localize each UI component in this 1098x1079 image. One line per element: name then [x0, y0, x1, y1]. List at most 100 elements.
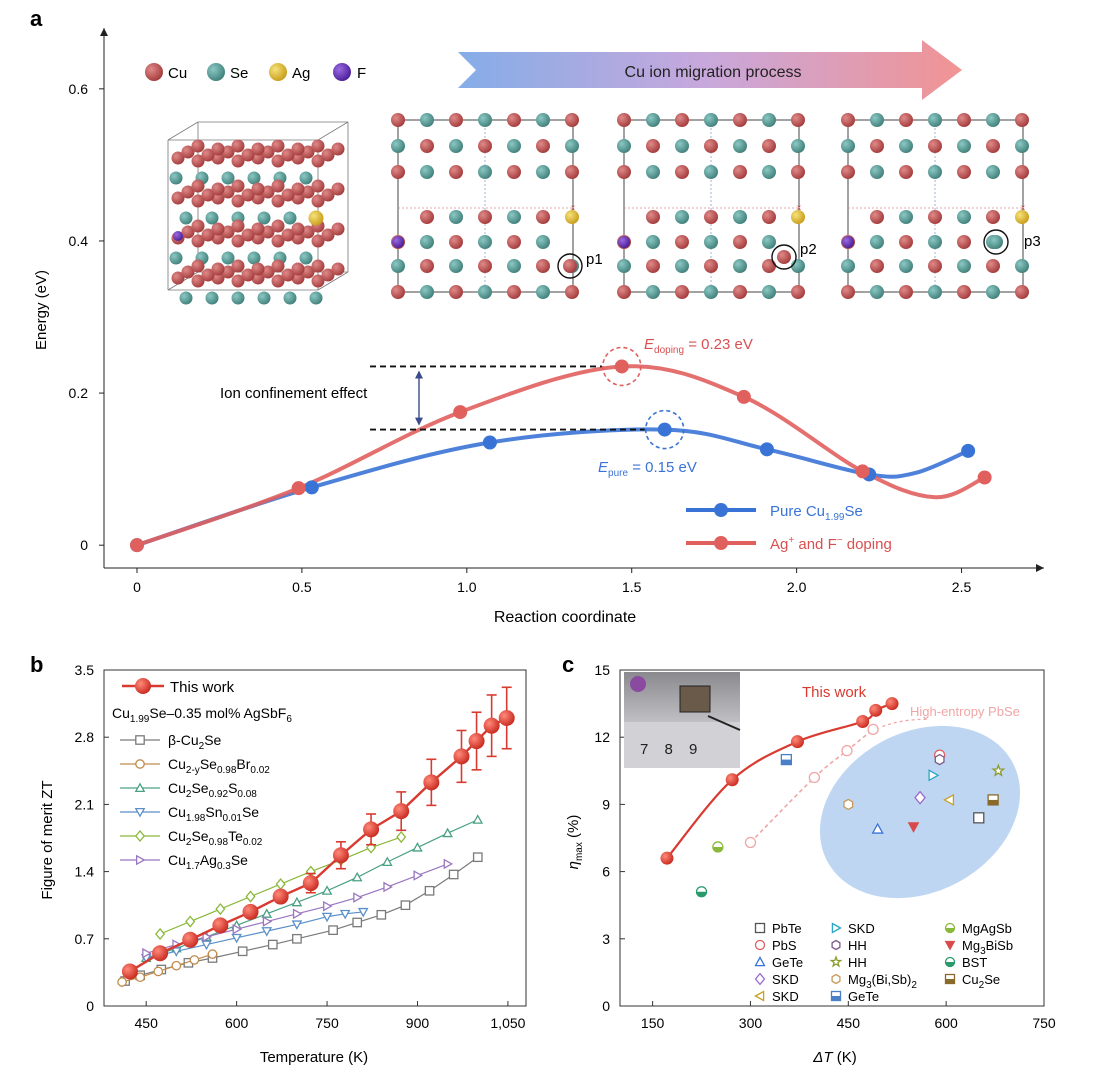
- atom-cu: [617, 113, 631, 127]
- atom-se: [507, 210, 521, 224]
- atom-se: [841, 139, 855, 153]
- legend-this-work-marker: [135, 678, 151, 694]
- legend-marker: [754, 972, 766, 986]
- atom-cu: [791, 113, 805, 127]
- atom-se: [299, 251, 313, 265]
- atom-cu: [231, 219, 245, 233]
- reference-marker: [267, 939, 278, 950]
- legend-pure-marker: [714, 503, 728, 517]
- atom-cu: [191, 234, 205, 248]
- atom-cu: [311, 274, 325, 288]
- atom-cu: [251, 191, 265, 205]
- reference-marker: [135, 972, 146, 983]
- atom-cu: [420, 259, 434, 273]
- atom-se: [449, 139, 463, 153]
- atom-cu: [211, 271, 225, 285]
- atom-se: [762, 113, 776, 127]
- legend-ref-label-part: 2-y: [186, 765, 200, 776]
- atom-se: [899, 139, 913, 153]
- y-tick-label: 15: [594, 662, 610, 678]
- panel-c-legend: PbTePbSGeTeSKDSKDSKDHHHHMg3(Bi,Sb)2GeTeM…: [754, 921, 1013, 1004]
- legend-doped-marker: [714, 536, 728, 550]
- legend-label: HH: [848, 938, 867, 953]
- atom-cu: [291, 151, 305, 165]
- atom-cu: [311, 139, 325, 153]
- legend-label-part: GeTe: [848, 989, 879, 1004]
- literature-marker: [928, 769, 940, 782]
- atom-cu: [231, 139, 245, 153]
- legend-label: Mg3(Bi,Sb)2: [848, 972, 917, 991]
- panel-a-ylabel: Energy (eV): [33, 270, 50, 350]
- atom-cu: [565, 165, 579, 179]
- reference-marker: [413, 870, 424, 881]
- atom-cu: [231, 179, 245, 193]
- literature-marker: [991, 763, 1006, 777]
- atom-cu: [191, 139, 205, 153]
- legend-ref-label-part: 0.98: [209, 837, 229, 848]
- atom-cu: [211, 182, 225, 196]
- panel-a-marks: [129, 346, 992, 553]
- atom-cu: [281, 188, 295, 202]
- atom-cu: [311, 234, 325, 248]
- atom-cu: [646, 139, 660, 153]
- atom-cu: [281, 148, 295, 162]
- atom-se: [449, 210, 463, 224]
- literature-marker-fill: [712, 846, 723, 852]
- reference-marker: [142, 947, 152, 959]
- panel-label-c: c: [562, 652, 574, 677]
- atom-se: [675, 210, 689, 224]
- atom-cu: [899, 113, 913, 127]
- panel-a-xlabel: Reaction coordinate: [494, 609, 636, 626]
- atom-cu: [449, 235, 463, 249]
- x-tick-label: 1,050: [490, 1015, 525, 1031]
- atom-cu: [221, 225, 235, 239]
- atom-cu: [675, 285, 689, 299]
- e-pure-label: Epure = 0.15 eV: [598, 459, 697, 479]
- atom-cu: [201, 188, 215, 202]
- energy-point-pure: [304, 480, 319, 495]
- atom-cu: [201, 228, 215, 242]
- literature-region-ellipse: [819, 725, 1021, 899]
- atom-cu: [841, 113, 855, 127]
- reference-marker: [396, 830, 407, 844]
- reference-marker: [323, 900, 333, 912]
- atom-cu: [251, 142, 265, 156]
- high-entropy-marker: [808, 771, 821, 784]
- atom-cu: [420, 139, 434, 153]
- atom-cu: [271, 259, 285, 273]
- atom-f: [392, 236, 404, 248]
- legend-ref-label-part: 2: [186, 789, 192, 800]
- x-tick-label: 0: [133, 579, 141, 595]
- atom-cu: [391, 285, 405, 299]
- x-tick-label: 0.5: [292, 579, 312, 595]
- atom-se: [283, 211, 297, 225]
- atom-ag: [1015, 210, 1029, 224]
- high-entropy-line: [749, 728, 874, 844]
- legend-ref-label-part: 0.3: [217, 861, 231, 872]
- this-work-marker: [423, 774, 440, 791]
- atom-cu: [311, 194, 325, 208]
- highlight-circle-pure: [644, 409, 685, 450]
- atom-cu: [420, 210, 434, 224]
- atom-cu: [331, 182, 345, 196]
- atom-cu: [704, 139, 718, 153]
- legend-label-part: PbS: [772, 938, 797, 953]
- cell-edge: [317, 271, 349, 291]
- legend-se-label: Se: [230, 65, 248, 82]
- migration-arrow-shape: [458, 40, 962, 100]
- atom-cu: [321, 228, 335, 242]
- atom-se: [169, 251, 183, 265]
- atom-cu: [536, 210, 550, 224]
- migration-ring: [983, 229, 1009, 255]
- x-tick-label: 900: [406, 1015, 430, 1031]
- x-tick-label: 750: [315, 1015, 339, 1031]
- atom-cu: [704, 259, 718, 273]
- atom-se: [704, 113, 718, 127]
- atom-se: [536, 165, 550, 179]
- p3-label: p3: [1024, 233, 1041, 250]
- y-tick-label: 0: [80, 537, 88, 553]
- atom-cu: [762, 259, 776, 273]
- legend-f-sphere: [333, 63, 351, 81]
- ion-confinement-label: Ion confinement effect: [220, 385, 368, 402]
- reference-marker: [443, 858, 454, 870]
